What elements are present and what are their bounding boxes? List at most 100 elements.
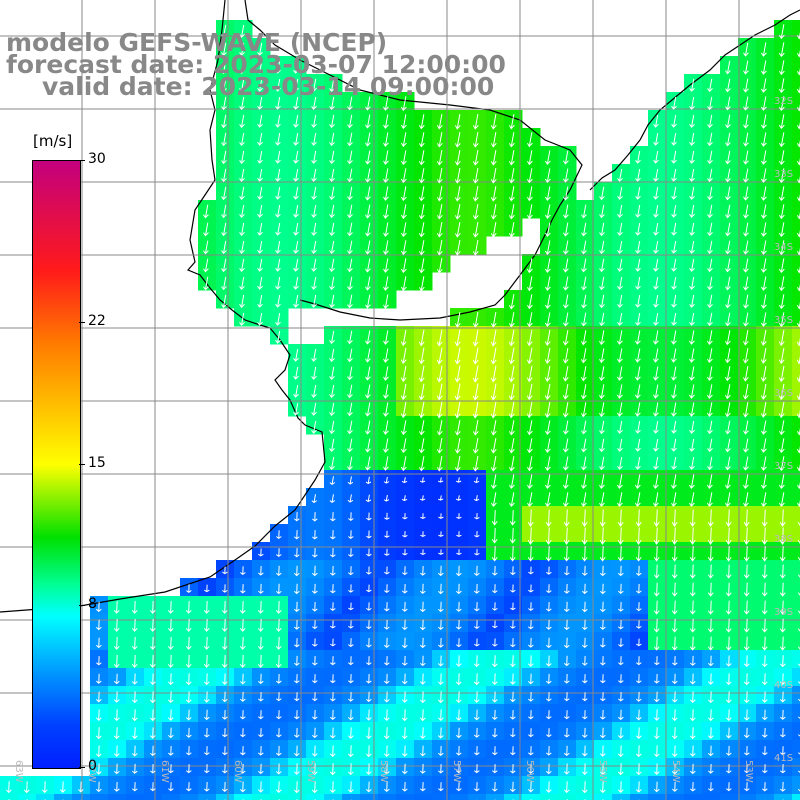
wind-arrow <box>347 222 353 237</box>
wind-arrow <box>724 492 731 508</box>
wind-arrow <box>257 186 263 200</box>
wind-arrow <box>113 745 120 757</box>
wind-arrow <box>239 654 246 668</box>
wind-arrow <box>490 150 497 166</box>
wind-arrow <box>257 204 263 218</box>
lat-label: 32S <box>774 96 793 107</box>
wind-arrow <box>472 204 479 220</box>
wind-arrow <box>347 186 353 201</box>
wind-arrow <box>418 114 425 130</box>
wind-cell <box>72 794 91 800</box>
wind-arrow <box>508 150 515 166</box>
lat-label: 37S <box>774 461 793 472</box>
wind-arrow <box>581 745 588 757</box>
wind-arrow <box>653 402 659 417</box>
wind-arrow <box>276 530 282 540</box>
wind-arrow <box>383 476 390 484</box>
wind-arrow <box>508 474 515 490</box>
wind-arrow <box>293 132 299 146</box>
wind-arrow <box>743 276 749 291</box>
wind-arrow <box>366 656 372 666</box>
wind-arrow <box>400 401 407 419</box>
wind-arrow <box>186 746 192 756</box>
wind-arrow <box>635 509 642 527</box>
wind-arrow <box>454 222 461 238</box>
wind-arrow <box>778 24 785 40</box>
wind-arrow <box>689 150 695 164</box>
wind-arrow <box>508 383 515 401</box>
wind-arrow <box>779 509 786 527</box>
wind-arrow <box>599 258 605 273</box>
wind-arrow <box>490 383 497 401</box>
wind-arrow <box>526 401 533 419</box>
wind-arrow <box>653 527 660 545</box>
wind-arrow <box>474 746 480 756</box>
wind-arrow <box>293 258 299 272</box>
wind-arrow <box>526 365 533 383</box>
wind-arrow <box>599 619 606 630</box>
wind-arrow <box>744 782 750 792</box>
wind-arrow <box>726 782 732 792</box>
wind-arrow <box>365 402 371 417</box>
wind-arrow <box>706 348 713 364</box>
wind-arrow <box>329 420 335 435</box>
colorbar-tick-label: 8 <box>88 596 97 613</box>
wind-arrow <box>347 132 353 147</box>
wind-cell <box>792 452 800 471</box>
wind-arrow <box>365 456 371 471</box>
wind-arrow <box>257 600 264 614</box>
wind-arrow <box>438 531 444 537</box>
wind-arrow <box>329 150 335 165</box>
wind-arrow <box>671 294 677 308</box>
wind-arrow <box>563 637 570 649</box>
wind-arrow <box>725 204 731 219</box>
wind-arrow <box>418 383 425 401</box>
wind-arrow <box>347 330 353 345</box>
wind-arrow <box>293 402 299 416</box>
wind-arrow <box>797 788 800 792</box>
wind-arrow <box>401 709 408 722</box>
wind-arrow <box>437 495 444 501</box>
wind-arrow <box>474 782 480 792</box>
wind-arrow <box>617 727 624 739</box>
wind-arrow <box>688 474 695 490</box>
wind-arrow <box>580 384 587 400</box>
wind-arrow <box>275 583 282 595</box>
wind-arrow <box>329 258 335 273</box>
wind-arrow <box>563 186 569 201</box>
wind-arrow <box>455 709 462 721</box>
wind-arrow <box>761 582 768 597</box>
wind-arrow <box>437 619 444 631</box>
wind-arrow <box>563 438 569 453</box>
wind-arrow <box>23 781 30 794</box>
wind-arrow <box>707 564 714 579</box>
wind-cell <box>558 794 577 800</box>
wind-arrow <box>95 781 102 793</box>
wind-arrow <box>294 710 300 720</box>
wind-arrow <box>186 764 192 774</box>
wind-arrow <box>347 420 353 435</box>
wind-arrow <box>131 654 138 668</box>
wind-arrow <box>221 114 227 129</box>
wind-arrow <box>492 602 498 611</box>
wind-arrow <box>419 637 426 649</box>
wind-cell <box>792 290 800 309</box>
wind-arrow <box>617 420 623 434</box>
wind-arrow <box>113 636 120 650</box>
wind-arrow <box>275 60 281 74</box>
wind-arrow <box>418 240 425 256</box>
wind-arrow <box>383 132 389 147</box>
wind-arrow <box>167 636 174 650</box>
wind-arrow <box>743 150 749 165</box>
wind-arrow <box>293 294 299 308</box>
wind-arrow <box>329 494 336 504</box>
wind-arrow <box>474 638 480 647</box>
wind-arrow <box>347 150 353 165</box>
wind-arrow <box>347 691 354 702</box>
wind-arrow <box>240 584 246 594</box>
wind-arrow <box>508 401 515 419</box>
wind-cell <box>450 794 469 800</box>
wind-arrow <box>437 655 444 667</box>
wind-arrow <box>653 294 659 308</box>
wind-arrow <box>329 114 335 129</box>
